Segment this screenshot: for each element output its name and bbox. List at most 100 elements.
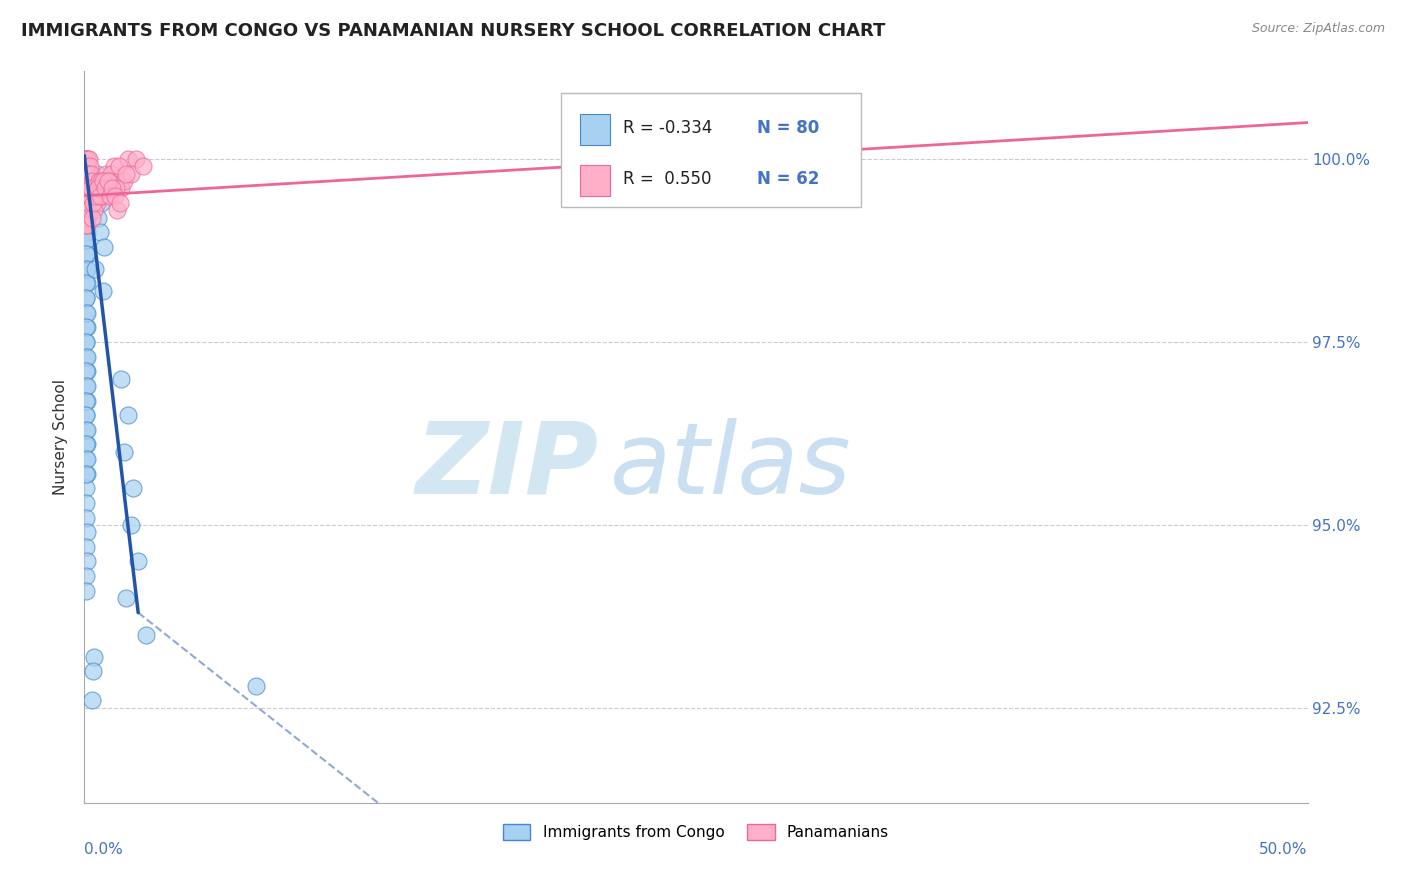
Point (794, 152, 817, 166)
Point (127, 554, 149, 568)
Point (76, 350, 98, 364)
Point (76, 152, 98, 166)
Point (76, 218, 98, 232)
Point (79, 160, 101, 174)
Point (75, 196, 97, 211)
Point (96, 167, 118, 181)
Point (75, 481, 97, 495)
Point (77, 203, 100, 218)
Point (76, 174, 98, 188)
Point (132, 160, 155, 174)
Point (75, 181, 97, 195)
Point (125, 152, 148, 166)
Point (98, 188, 121, 202)
Point (112, 444, 135, 458)
Point (76, 554, 98, 568)
Point (75, 160, 97, 174)
Point (76, 203, 98, 218)
Point (90, 196, 112, 211)
Point (93, 240, 115, 254)
Point (75, 408, 97, 422)
Point (75, 569, 97, 583)
Point (79, 174, 101, 188)
Point (93, 188, 115, 202)
Point (75, 334, 97, 349)
Text: ZIP: ZIP (415, 417, 598, 515)
Point (101, 181, 124, 195)
Point (75, 334, 97, 349)
Point (76, 277, 98, 291)
Point (90, 188, 112, 202)
Point (75, 152, 97, 166)
Point (76, 525, 98, 540)
Point (76, 225, 98, 239)
Point (75, 160, 97, 174)
Point (77, 152, 100, 166)
Text: 0.0%: 0.0% (84, 842, 124, 856)
Point (76, 393, 98, 408)
Point (76, 364, 98, 378)
Point (76, 167, 98, 181)
Point (76, 379, 98, 393)
Point (76, 167, 98, 181)
Point (108, 196, 131, 211)
Point (79, 188, 101, 202)
Point (76, 196, 98, 211)
Point (122, 481, 145, 495)
Point (76, 160, 98, 174)
Point (91, 174, 114, 188)
Point (87, 211, 110, 225)
Point (76, 188, 98, 202)
Point (84, 188, 107, 202)
Point (76, 167, 98, 181)
Point (75, 364, 97, 378)
Point (77, 203, 100, 218)
FancyBboxPatch shape (561, 94, 860, 207)
Point (83, 649, 105, 664)
Point (82, 174, 104, 188)
Point (77, 196, 100, 211)
Point (75, 306, 97, 320)
Point (75, 496, 97, 510)
Point (89, 188, 111, 202)
Point (105, 203, 128, 218)
Point (97, 174, 120, 188)
Point (117, 408, 139, 422)
Point (76, 196, 98, 211)
Point (76, 211, 98, 225)
Point (75, 203, 97, 218)
Point (75, 174, 97, 188)
Text: 50.0%: 50.0% (1260, 842, 1308, 856)
Point (120, 167, 142, 181)
Point (76, 423, 98, 437)
Point (91, 284, 114, 298)
Point (75, 437, 97, 451)
Point (76, 306, 98, 320)
Text: IMMIGRANTS FROM CONGO VS PANAMANIAN NURSERY SCHOOL CORRELATION CHART: IMMIGRANTS FROM CONGO VS PANAMANIAN NURS… (21, 22, 886, 40)
Point (75, 203, 97, 218)
Point (76, 247, 98, 261)
Point (117, 152, 139, 166)
Text: R =  0.550: R = 0.550 (623, 169, 711, 188)
Point (76, 160, 98, 174)
Point (115, 167, 138, 181)
Point (75, 291, 97, 305)
Point (75, 467, 97, 481)
Point (76, 188, 98, 202)
Point (80, 181, 103, 195)
Point (76, 152, 98, 166)
Point (84, 261, 107, 276)
Point (87, 181, 110, 195)
Point (87, 174, 110, 188)
Point (75, 247, 97, 261)
Point (77, 152, 100, 166)
Y-axis label: Nursery School: Nursery School (53, 379, 69, 495)
Point (107, 160, 129, 174)
Point (77, 181, 100, 195)
Point (75, 540, 97, 554)
Point (76, 188, 98, 202)
Point (77, 167, 100, 181)
Point (77, 188, 100, 202)
Point (75, 320, 97, 334)
Point (105, 181, 128, 195)
